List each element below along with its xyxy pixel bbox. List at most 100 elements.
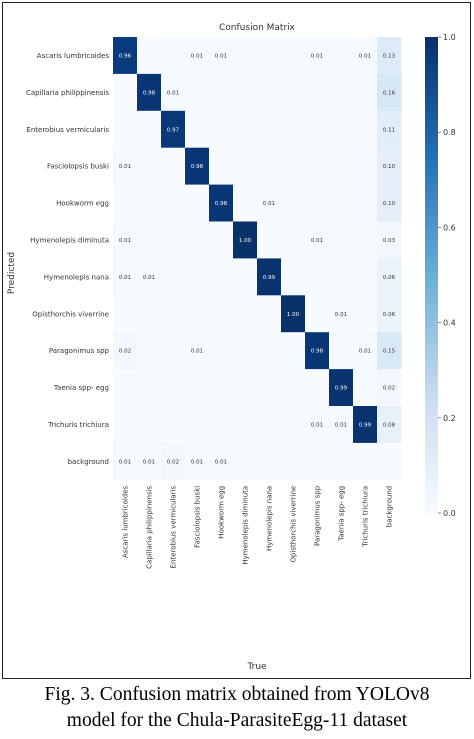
heatmap-cell <box>353 369 378 407</box>
heatmap-cell <box>185 73 210 112</box>
cell-value-label: 0.99 <box>359 422 372 428</box>
column-label: Enterobius vermicularis <box>170 485 178 568</box>
heatmap-cell <box>281 147 306 185</box>
heatmap-cell <box>305 442 330 481</box>
heatmap-cell <box>161 406 186 444</box>
heatmap-cell <box>185 369 210 407</box>
heatmap-cell <box>305 37 330 75</box>
cell-value-label: 0.01 <box>167 90 179 96</box>
y-axis-label: Predicted <box>7 252 17 294</box>
cell-value-label: 0.99 <box>263 275 276 281</box>
colorbar-tick-label: 1.0 <box>443 33 456 42</box>
cell-value-label: 0.01 <box>311 422 323 428</box>
heatmap-cell <box>329 442 354 481</box>
chart-title: Confusion Matrix <box>219 23 296 33</box>
heatmap-cell <box>257 37 282 75</box>
heatmap-cell <box>113 147 138 185</box>
heatmap-cell <box>161 73 186 112</box>
heatmap-cell <box>185 147 210 185</box>
heatmap-cell <box>161 184 186 222</box>
heatmap-cell <box>137 332 162 370</box>
heatmap-cell <box>305 406 330 444</box>
heatmap-cell <box>113 37 138 75</box>
heatmap-cell <box>209 37 234 75</box>
heatmap-cell <box>233 442 258 481</box>
heatmap-cell <box>209 442 234 481</box>
heatmap-cell <box>209 221 234 259</box>
heatmap-cell <box>233 184 258 222</box>
row-label: Capillaria philippinensis <box>26 89 109 97</box>
cell-value-label: 0.96 <box>119 53 132 59</box>
cell-value-label: 0.99 <box>335 386 348 392</box>
heatmap-cell <box>377 110 402 149</box>
cell-value-label: 0.01 <box>311 53 323 59</box>
heatmap-cell <box>281 442 306 481</box>
heatmap-cell <box>329 221 354 259</box>
row-label: Fasciolopsis buski <box>47 163 109 171</box>
heatmap-cell <box>137 110 162 149</box>
heatmap-cell <box>329 110 354 149</box>
cell-value-label: 0.02 <box>119 349 131 355</box>
row-label: Taenia spp- egg <box>53 384 109 392</box>
heatmap-cell <box>257 406 282 444</box>
heatmap-cell <box>257 258 282 296</box>
heatmap-cell <box>161 295 186 333</box>
column-label: Opisthorchis viverrine <box>290 486 298 563</box>
heatmap-cell <box>329 258 354 296</box>
heatmap-cell <box>305 221 330 259</box>
heatmap-cell <box>281 184 306 222</box>
heatmap-cell <box>185 332 210 370</box>
column-label: Paragonimus spp <box>314 485 322 546</box>
column-label: Trichuris trichiura <box>362 486 370 548</box>
heatmap-cell <box>329 184 354 222</box>
heatmap-cell <box>377 442 402 481</box>
heatmap-cell <box>209 110 234 149</box>
heatmap-cell <box>113 332 138 370</box>
cell-value-label: 0.01 <box>143 275 155 281</box>
heatmap-cell <box>233 332 258 370</box>
cell-value-label: 0.01 <box>215 53 227 59</box>
heatmap-cell <box>185 37 210 75</box>
heatmap-cell <box>137 369 162 407</box>
heatmap-cell <box>113 184 138 222</box>
heatmap-cell <box>209 406 234 444</box>
heatmap-cell <box>377 37 402 75</box>
cell-value-label: 1.00 <box>287 312 300 318</box>
heatmap-cell <box>281 110 306 149</box>
row-label: Hookworm egg <box>56 200 109 208</box>
heatmap-cell <box>137 184 162 222</box>
heatmap-cell <box>305 332 330 370</box>
row-label: Hymenolepis diminuta <box>30 236 109 244</box>
column-label: Capillaria philippinensis <box>146 485 154 568</box>
heatmap-cell <box>281 295 306 333</box>
heatmap-cell <box>233 110 258 149</box>
heatmap-cell <box>257 332 282 370</box>
cell-value-label: 0.10 <box>383 201 396 207</box>
heatmap-cell <box>113 221 138 259</box>
heatmap-cell <box>257 73 282 112</box>
heatmap-cell <box>161 442 186 481</box>
figure-frame: Confusion Matrix 0.96 0.01 0.01 0.01 0.01 0.1… <box>2 2 471 679</box>
heatmap-cell <box>353 332 378 370</box>
heatmap-cell <box>233 369 258 407</box>
heatmap-cell <box>185 184 210 222</box>
heatmap-cell <box>137 295 162 333</box>
heatmap-cell <box>113 406 138 444</box>
heatmap-cell <box>353 184 378 222</box>
heatmap-cell <box>113 258 138 296</box>
heatmap-cell <box>353 73 378 112</box>
heatmap-cell <box>257 184 282 222</box>
cell-value-label: 0.16 <box>383 90 396 96</box>
heatmap-cell <box>257 295 282 333</box>
heatmap-cell <box>161 147 186 185</box>
column-label: Taenia spp- egg <box>338 486 346 542</box>
colorbar-tick-label: 0.0 <box>443 509 456 518</box>
heatmap-cell <box>209 332 234 370</box>
heatmap-cell <box>113 369 138 407</box>
cell-value-label: 0.01 <box>191 349 203 355</box>
heatmap-cell <box>161 369 186 407</box>
heatmap-cell <box>257 147 282 185</box>
cell-value-label: 1.00 <box>239 238 252 244</box>
cell-value-label: 0.01 <box>119 459 131 465</box>
heatmap-cell <box>257 442 282 481</box>
